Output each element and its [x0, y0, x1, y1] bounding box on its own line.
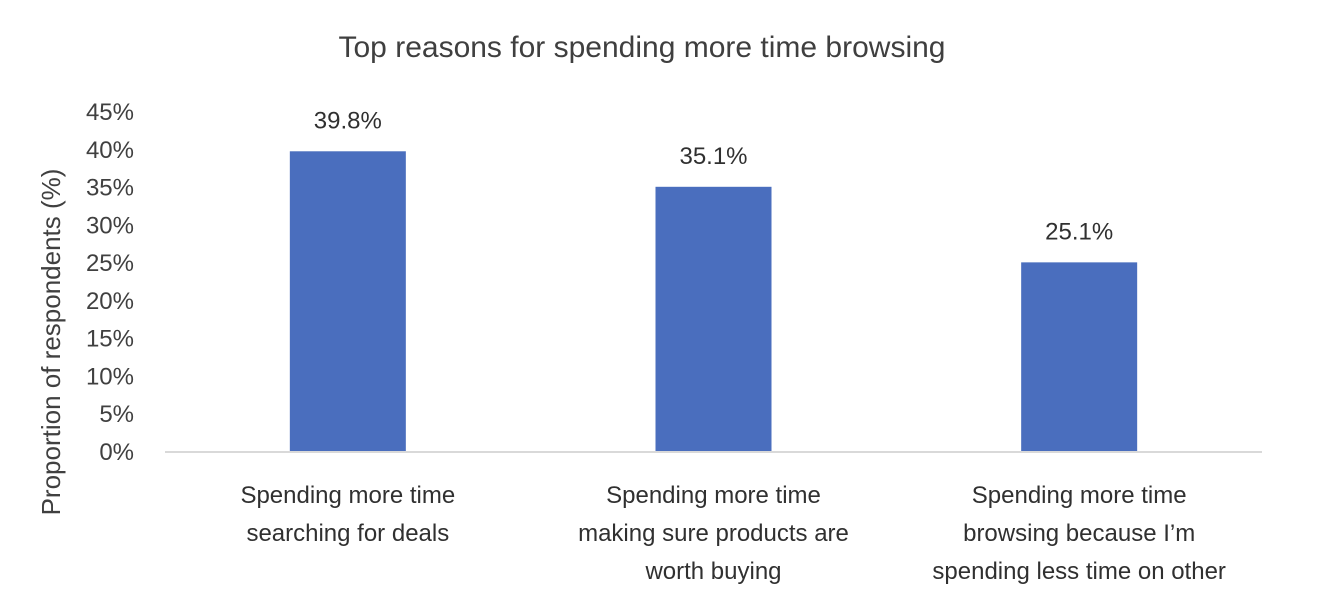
y-axis-title: Proportion of respondents (%) [36, 169, 66, 516]
y-tick-label: 10% [86, 363, 134, 390]
bar [655, 186, 772, 453]
y-tick-label: 0% [99, 439, 134, 466]
y-tick-label: 30% [86, 212, 134, 239]
y-tick-label: 15% [86, 326, 134, 353]
chart-title: Top reasons for spending more time brows… [339, 31, 946, 64]
category-label: searching for deals [246, 520, 449, 547]
category-label: Spending more time [606, 482, 821, 509]
category-labels: Spending more time searching for deals Spe… [240, 482, 1225, 585]
category-label: Spending more time [240, 482, 455, 509]
y-tick-label: 25% [86, 250, 134, 277]
category-label: making sure products are [578, 520, 849, 547]
data-labels: 39.8% 35.1% 25.1% [314, 107, 1113, 245]
y-tick-label: 20% [86, 288, 134, 315]
data-label: 35.1% [679, 143, 747, 170]
category-label: browsing because I’m [963, 520, 1195, 547]
category-label: Spending more time [972, 482, 1187, 509]
y-tick-labels: 0% 5% 10% 15% 20% 25% 30% 35% 40% 45% [86, 99, 134, 466]
y-tick-label: 40% [86, 137, 134, 164]
category-label: spending less time on other [932, 558, 1226, 585]
bars [289, 151, 1138, 453]
y-tick-label: 35% [86, 175, 134, 202]
bar [1021, 262, 1138, 452]
bar [289, 151, 406, 453]
data-label: 25.1% [1045, 218, 1113, 245]
y-tick-label: 5% [99, 401, 134, 428]
y-tick-label: 45% [86, 99, 134, 126]
data-label: 39.8% [314, 107, 382, 134]
category-label: worth buying [644, 558, 781, 585]
